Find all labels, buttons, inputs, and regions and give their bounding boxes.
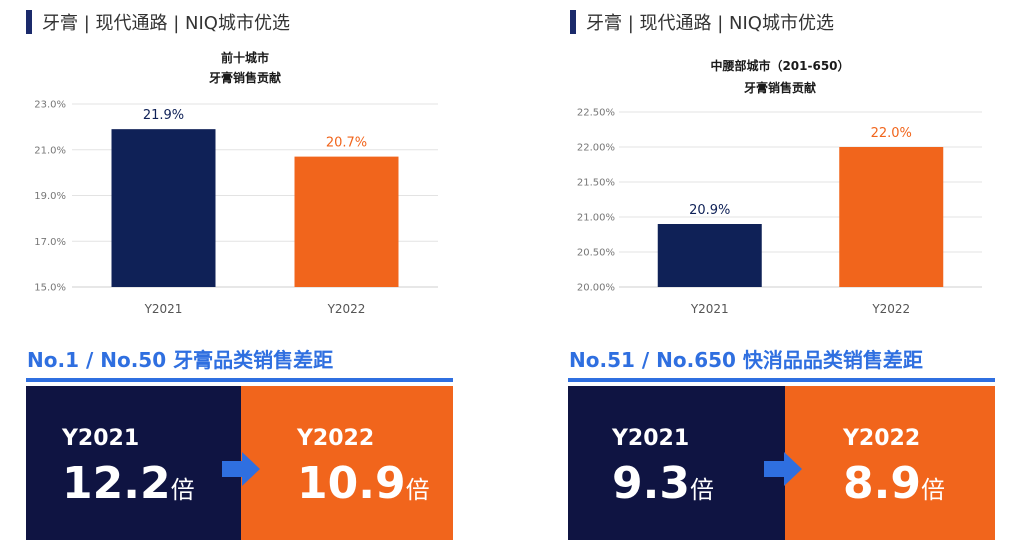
y-tick-label: 22.00% [577,143,615,154]
gap-title: No.1 / No.50 牙膏品类销售差距 [27,348,334,372]
gap-title: No.51 / No.650 快消品品类销售差距 [569,348,923,372]
gap-unit: 倍 [170,476,195,504]
category-label: Y2022 [327,302,366,316]
chart-title-line: 牙膏销售贡献 [209,70,281,85]
gap-unit: 倍 [920,476,945,504]
gap-year: Y2021 [62,426,140,451]
arrow-right-icon [222,452,260,486]
data-label: 20.9% [689,203,730,218]
gap-year: Y2022 [843,426,921,451]
y-tick-label: 17.0% [34,237,66,248]
gap-number: 9.3 [612,458,690,509]
gap-unit: 倍 [405,476,430,504]
category-label: Y2021 [144,302,183,316]
gap-value: 8.9倍 [843,458,945,509]
gap-number: 12.2 [62,458,171,509]
data-label: 21.9% [143,108,184,123]
gap-number: 10.9 [297,458,406,509]
gap-year: Y2022 [297,426,375,451]
mid-tier-cities-bar-chart: 中腰部城市（201-650） 牙膏销售贡献 20.00% 20.50% 21.00% 21… [577,58,982,316]
data-label: 20.7% [326,136,367,151]
y-tick-label: 20.00% [577,283,615,294]
category-label: Y2022 [871,302,910,316]
bar [657,224,762,287]
y-tick-label: 21.0% [34,145,66,156]
gap-comparison-box: Y2021 9.3倍 Y2022 8.9倍 [568,378,995,540]
gap-2022-block: Y2022 10.9倍 [241,386,453,540]
gap-value: 9.3倍 [612,458,714,509]
header-accent-bar [570,10,576,34]
left-panel: 牙膏 | 现代通路 | NIQ城市优选 前十城市牙膏销售贡献 15.0% 17.0%… [0,0,511,546]
gap-2021-block: Y2021 9.3倍 [568,386,785,540]
y-tick-label: 15.0% [34,283,66,294]
gap-2021-block: Y2021 12.2倍 [26,386,241,540]
gap-comparison-box: Y2021 12.2倍 Y2022 10.9倍 [26,378,453,540]
chart-title-line: 牙膏销售贡献 [744,80,816,95]
y-tick-label: 21.50% [577,178,615,189]
panel-header: 牙膏 | 现代通路 | NIQ城市优选 [586,13,834,34]
chart-title-line: 中腰部城市（201-650） [710,58,849,73]
y-tick-label: 20.50% [577,248,615,259]
y-tick-label: 22.50% [577,108,615,119]
y-tick-label: 21.00% [577,213,615,224]
chart-title-line: 前十城市 [221,50,269,65]
gap-value: 10.9倍 [297,458,430,509]
category-label: Y2021 [690,302,729,316]
gap-year: Y2021 [612,426,690,451]
arrow-right-icon [764,452,802,486]
right-panel: 牙膏 | 现代通路 | NIQ城市优选 中腰部城市（201-650） 牙膏销售贡献… [512,0,1023,546]
y-tick-label: 23.0% [34,100,66,111]
panel-header: 牙膏 | 现代通路 | NIQ城市优选 [42,13,290,34]
y-tick-label: 19.0% [34,191,66,202]
gap-2022-block: Y2022 8.9倍 [785,386,995,540]
gap-unit: 倍 [689,476,714,504]
bar [111,129,216,287]
gap-value: 12.2倍 [62,458,195,509]
bar [294,156,399,287]
header-accent-bar [26,10,32,34]
bar [839,147,944,287]
data-label: 22.0% [871,126,912,141]
gap-number: 8.9 [843,458,921,509]
